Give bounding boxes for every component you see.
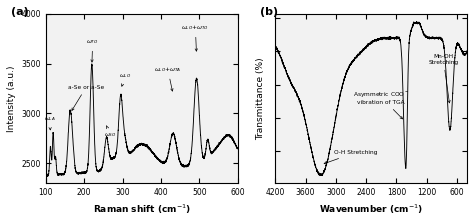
Text: O-H Stretching: O-H Stretching bbox=[324, 150, 378, 164]
Y-axis label: Transmittance (%): Transmittance (%) bbox=[256, 57, 265, 140]
Text: (b): (b) bbox=[260, 7, 278, 17]
Text: (a): (a) bbox=[11, 7, 29, 17]
Text: $\omega_{LO}$: $\omega_{LO}$ bbox=[119, 72, 132, 86]
Text: $\omega_{SO}$: $\omega_{SO}$ bbox=[104, 126, 117, 139]
X-axis label: Wavenumber (cm$^{-1}$): Wavenumber (cm$^{-1}$) bbox=[319, 203, 423, 216]
Text: $\omega_{TO}$: $\omega_{TO}$ bbox=[86, 38, 99, 62]
Text: a-Se or a-Se: a-Se or a-Se bbox=[68, 85, 104, 110]
Text: $\omega_{LO}$+$\omega_{TO}$: $\omega_{LO}$+$\omega_{TO}$ bbox=[182, 23, 210, 51]
Text: Mn-OH
Stretching: Mn-OH Stretching bbox=[428, 54, 458, 103]
Text: Asymmetric COO$^-$
vibration of TGA: Asymmetric COO$^-$ vibration of TGA bbox=[353, 90, 410, 119]
Text: $\omega_{LA}$: $\omega_{LA}$ bbox=[44, 116, 55, 130]
Text: $\omega_{LO}$+$\omega_{TA}$: $\omega_{LO}$+$\omega_{TA}$ bbox=[154, 65, 182, 91]
X-axis label: Raman shift (cm$^{-1}$): Raman shift (cm$^{-1}$) bbox=[93, 203, 191, 216]
Y-axis label: Intensity (a.u.): Intensity (a.u.) bbox=[7, 65, 16, 132]
